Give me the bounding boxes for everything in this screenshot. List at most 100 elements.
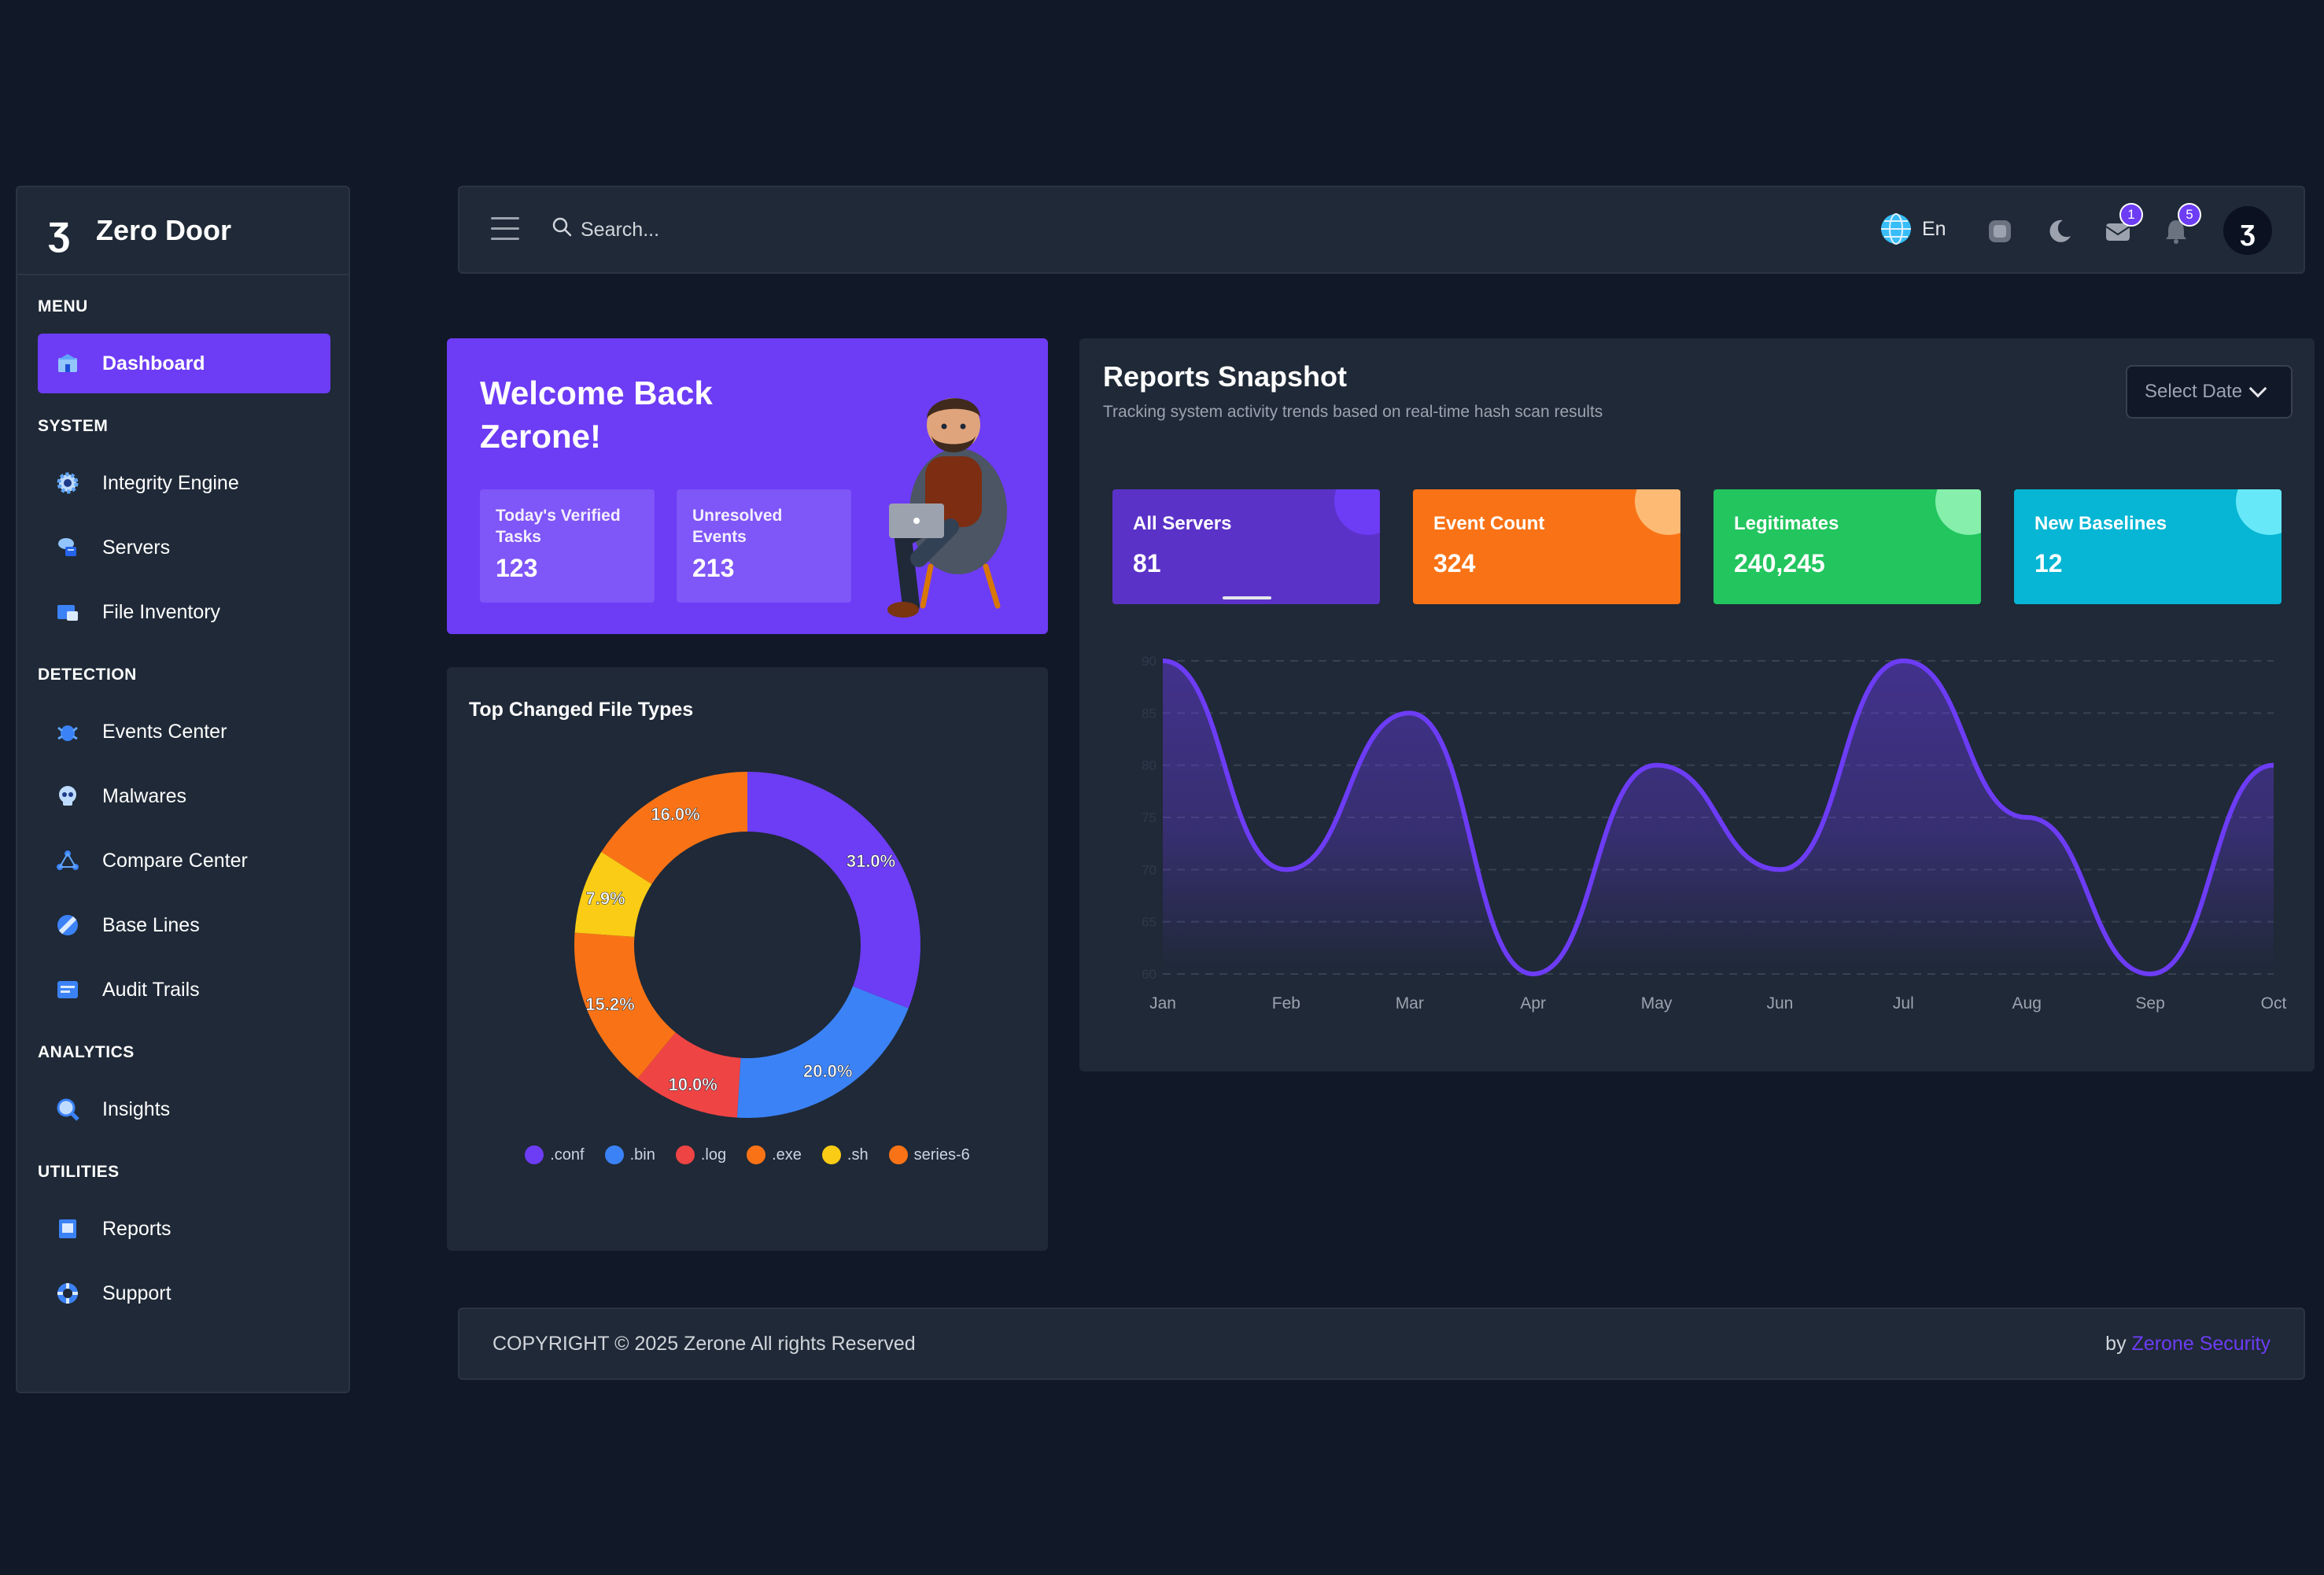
x-tick-label: Aug bbox=[2012, 994, 2042, 1012]
donut-slice[interactable] bbox=[736, 986, 909, 1118]
legend-item[interactable]: .conf bbox=[525, 1145, 585, 1164]
y-tick-label: 75 bbox=[1142, 810, 1156, 825]
section-menu: MENU bbox=[38, 297, 88, 315]
kpi-label: New Baselines bbox=[2034, 513, 2167, 534]
kpi-label: Event Count bbox=[1433, 513, 1545, 534]
kpi-legitimates[interactable]: Legitimates 240,245 bbox=[1713, 489, 1981, 604]
server-icon bbox=[55, 535, 80, 560]
sidebar-item-events-center[interactable]: Events Center bbox=[38, 702, 330, 762]
sidebar-item-reports[interactable]: Reports bbox=[38, 1199, 330, 1259]
sidebar-item-label: File Inventory bbox=[102, 600, 221, 623]
kpi-label: Legitimates bbox=[1734, 513, 1839, 534]
menu-toggle-icon[interactable] bbox=[491, 217, 519, 242]
gear-icon bbox=[55, 470, 80, 496]
select-date-dropdown[interactable]: Select Date bbox=[2126, 365, 2293, 419]
sidebar-item-label: Events Center bbox=[102, 720, 227, 743]
stat-verified-tasks: Today's Verified Tasks 123 bbox=[480, 489, 655, 603]
baseline-icon bbox=[55, 913, 80, 938]
user-avatar[interactable]: ʒ bbox=[2223, 206, 2272, 255]
insights-icon bbox=[55, 1097, 80, 1122]
legend-dot bbox=[604, 1145, 624, 1164]
sidebar-item-base-lines[interactable]: Base Lines bbox=[38, 895, 330, 955]
x-tick-label: May bbox=[1641, 994, 1673, 1012]
mail-count-badge: 1 bbox=[2119, 203, 2143, 227]
sidebar-item-label: Dashboard bbox=[102, 352, 205, 374]
legend-item[interactable]: .bin bbox=[604, 1145, 655, 1164]
activity-area-chart: 60 65 70 75 80 85 90 Jan Feb Mar Apr May Jun Jul Aug Se… bbox=[1142, 654, 2286, 1012]
folder-icon bbox=[55, 599, 80, 625]
legend-item[interactable]: .exe bbox=[747, 1145, 802, 1164]
kpi-active-indicator bbox=[1223, 596, 1271, 599]
language-selector[interactable]: En bbox=[1879, 212, 1946, 245]
stat-label: Unresolved Events bbox=[692, 505, 836, 548]
donut-slice[interactable] bbox=[574, 851, 652, 937]
legend-item[interactable]: .sh bbox=[821, 1145, 869, 1164]
sidebar-item-file-inventory[interactable]: File Inventory bbox=[38, 582, 330, 642]
x-tick-label: Sep bbox=[2135, 994, 2164, 1012]
kpi-new-baselines[interactable]: New Baselines 12 bbox=[2014, 489, 2282, 604]
welcome-title-line-1: Welcome Back bbox=[480, 374, 713, 411]
stat-value: 213 bbox=[692, 554, 735, 582]
bell-icon[interactable]: 5 bbox=[2162, 203, 2201, 245]
sidebar-item-dashboard[interactable]: Dashboard bbox=[38, 334, 330, 393]
mail-icon[interactable]: 1 bbox=[2104, 203, 2143, 245]
donut-data-label: 15.2% bbox=[585, 994, 634, 1014]
sidebar-item-insights[interactable]: Insights bbox=[38, 1079, 330, 1139]
donut-slice[interactable] bbox=[574, 932, 676, 1079]
donut-slice[interactable] bbox=[747, 772, 920, 1009]
skull-icon bbox=[55, 784, 80, 809]
company-link[interactable]: Zerone Security bbox=[2131, 1333, 2271, 1355]
sidebar-item-label: Audit Trails bbox=[102, 978, 200, 1001]
bug-icon bbox=[55, 719, 80, 744]
sidebar-item-label: Base Lines bbox=[102, 913, 200, 936]
legend-dot bbox=[525, 1145, 544, 1164]
welcome-card: Welcome Back Zerone! Today's Verified Ta… bbox=[447, 338, 1048, 634]
series-line[interactable] bbox=[1162, 658, 2274, 977]
brand-name: Zero Door bbox=[96, 214, 232, 246]
footer: COPYRIGHT © 2025 Zerone All rights Reser… bbox=[458, 1308, 2305, 1380]
donut-data-label: 31.0% bbox=[847, 851, 895, 871]
compare-icon bbox=[55, 848, 80, 873]
copyright-text: COPYRIGHT © 2025 Zerone All rights Reser… bbox=[492, 1333, 916, 1355]
sidebar-item-integrity-engine[interactable]: Integrity Engine bbox=[38, 453, 330, 513]
sidebar-item-label: Malwares bbox=[102, 784, 186, 807]
y-tick-label: 85 bbox=[1142, 706, 1156, 721]
sidebar-item-support[interactable]: Support bbox=[38, 1263, 330, 1323]
donut-slice[interactable] bbox=[637, 1032, 741, 1118]
legend-dot bbox=[888, 1145, 908, 1164]
y-tick-label: 90 bbox=[1142, 654, 1156, 669]
file-types-donut-chart: 31.0% 20.0% 10.0% 15.2% 7.9% 16.0% bbox=[574, 772, 920, 1118]
search-input[interactable] bbox=[581, 208, 974, 252]
notification-count-badge: 5 bbox=[2178, 203, 2201, 227]
dark-mode-icon[interactable] bbox=[2045, 217, 2074, 245]
brand[interactable]: ʒ Zero Door bbox=[17, 187, 349, 275]
donut-slice[interactable] bbox=[601, 772, 747, 884]
sidebar-item-servers[interactable]: Servers bbox=[38, 518, 330, 577]
dashboard-icon bbox=[55, 351, 80, 376]
donut-data-label: 10.0% bbox=[668, 1075, 717, 1094]
footer-byline: by Zerone Security bbox=[2105, 1333, 2271, 1356]
y-tick-label: 80 bbox=[1142, 758, 1156, 773]
search-icon bbox=[552, 217, 572, 237]
x-tick-label: Apr bbox=[1520, 994, 1546, 1012]
legend-label: .log bbox=[700, 1145, 727, 1164]
stat-value: 123 bbox=[496, 554, 538, 582]
legend-item[interactable]: series-6 bbox=[888, 1145, 970, 1164]
x-tick-label: Feb bbox=[1272, 994, 1300, 1012]
reports-snapshot-card: Reports Snapshot Tracking system activit… bbox=[1079, 338, 2315, 1072]
y-tick-label: 65 bbox=[1142, 915, 1156, 930]
sidebar-item-audit-trails[interactable]: Audit Trails bbox=[38, 960, 330, 1020]
stat-label-line-2: Events bbox=[692, 528, 747, 546]
kpi-all-servers[interactable]: All Servers 81 bbox=[1112, 489, 1380, 604]
audit-icon bbox=[55, 977, 80, 1002]
sidebar-item-label: Insights bbox=[102, 1097, 171, 1120]
section-analytics: ANALYTICS bbox=[38, 1043, 135, 1061]
sidebar-item-malwares[interactable]: Malwares bbox=[38, 766, 330, 826]
legend-item[interactable]: .log bbox=[675, 1145, 727, 1164]
y-tick-label: 60 bbox=[1142, 967, 1156, 982]
kpi-event-count[interactable]: Event Count 324 bbox=[1413, 489, 1680, 604]
kpi-value: 81 bbox=[1133, 549, 1161, 577]
fullscreen-icon[interactable] bbox=[1986, 217, 2014, 245]
legend-dot bbox=[747, 1145, 766, 1164]
sidebar-item-compare-center[interactable]: Compare Center bbox=[38, 831, 330, 891]
